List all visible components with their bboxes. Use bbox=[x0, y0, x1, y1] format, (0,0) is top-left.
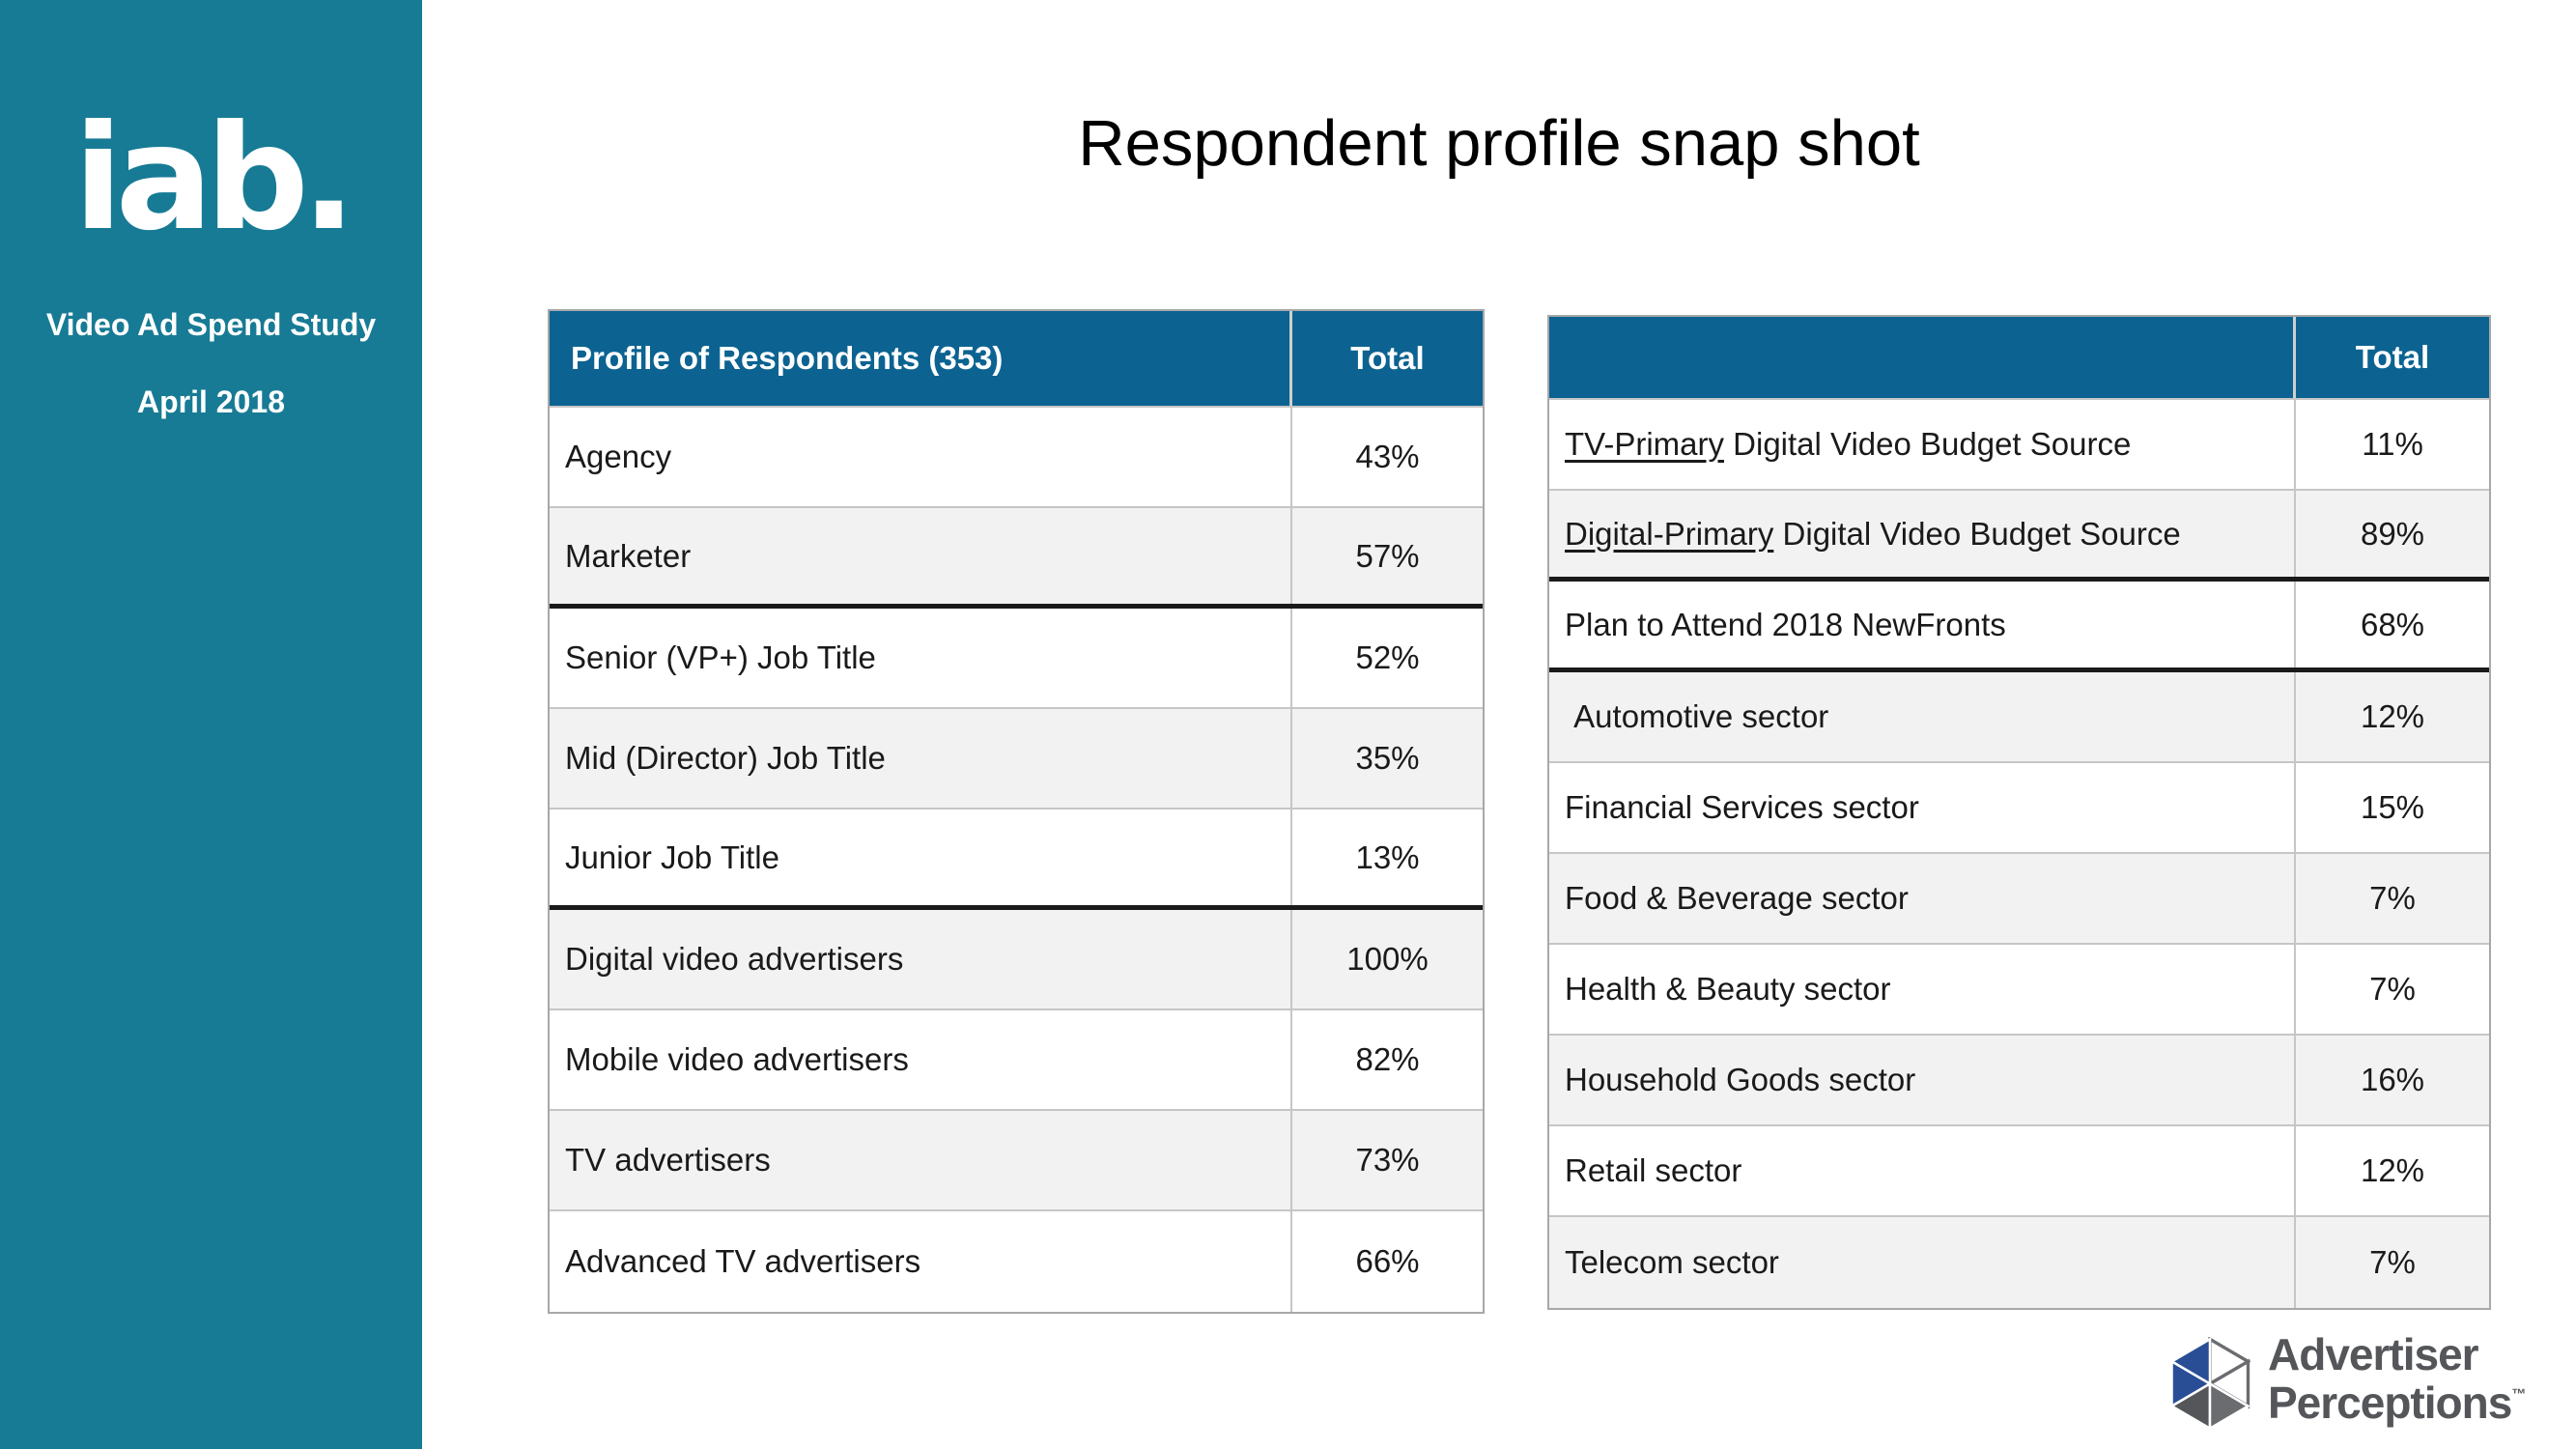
row-value: 73% bbox=[1355, 1142, 1420, 1178]
ap-line1: Advertiser bbox=[2268, 1329, 2479, 1379]
profile-table-header: Profile of Respondents (353) Total bbox=[550, 311, 1483, 408]
table-row: Telecom sector 7% bbox=[1549, 1217, 2489, 1308]
profile-table: Profile of Respondents (353) Total Agenc… bbox=[548, 309, 1485, 1314]
row-value: 7% bbox=[2369, 880, 2416, 916]
table-row: Health & Beauty sector 7% bbox=[1549, 945, 2489, 1036]
segments-header-label bbox=[1549, 317, 2296, 398]
row-value: 12% bbox=[2360, 1152, 2425, 1188]
row-label: Mid (Director) Job Title bbox=[550, 709, 1292, 808]
row-value: 12% bbox=[2360, 698, 2425, 734]
iab-logo: iab. bbox=[73, 95, 356, 263]
row-value: 7% bbox=[2369, 971, 2416, 1007]
advertiser-perceptions-logo: Advertiser Perceptions™ bbox=[2169, 1329, 2527, 1431]
ap-line2-text: Perceptions bbox=[2268, 1378, 2512, 1428]
row-label: Health & Beauty sector bbox=[1549, 945, 2296, 1034]
table-row: Automotive sector 12% bbox=[1549, 672, 2489, 763]
row-label: Senior (VP+) Job Title bbox=[550, 609, 1292, 707]
row-label: Retail sector bbox=[1549, 1126, 2296, 1215]
trademark-symbol: ™ bbox=[2511, 1386, 2527, 1403]
row-value: 13% bbox=[1355, 838, 1420, 875]
row-value: 43% bbox=[1355, 439, 1420, 474]
table-row: Household Goods sector 16% bbox=[1549, 1036, 2489, 1126]
table-row: Mobile video advertisers 82% bbox=[550, 1010, 1483, 1111]
table-row: Digital video advertisers 100% bbox=[550, 910, 1483, 1010]
row-value: 11% bbox=[2362, 426, 2423, 462]
row-label: Agency bbox=[550, 408, 1292, 506]
table-row: Food & Beverage sector 7% bbox=[1549, 854, 2489, 945]
row-value: 57% bbox=[1355, 537, 1420, 574]
table-row: Plan to Attend 2018 NewFronts 68% bbox=[1549, 582, 2489, 672]
row-label: Junior Job Title bbox=[550, 810, 1292, 905]
row-label: Financial Services sector bbox=[1549, 763, 2296, 852]
table-row: TV advertisers 73% bbox=[550, 1111, 1483, 1211]
row-value: 7% bbox=[2369, 1244, 2416, 1280]
segments-table-header: Total bbox=[1549, 317, 2489, 400]
row-value: 82% bbox=[1355, 1041, 1420, 1077]
profile-header-label: Profile of Respondents (353) bbox=[550, 311, 1292, 406]
row-label-rest: Digital Video Budget Source bbox=[1724, 426, 2132, 462]
table-row: Advanced TV advertisers 66% bbox=[550, 1211, 1483, 1312]
advertiser-perceptions-wordmark: Advertiser Perceptions™ bbox=[2268, 1329, 2527, 1431]
row-value: 52% bbox=[1355, 639, 1420, 675]
row-label-underlined: Digital-Primary bbox=[1565, 515, 1774, 552]
study-date: April 2018 bbox=[137, 384, 285, 419]
table-row: Senior (VP+) Job Title 52% bbox=[550, 609, 1483, 709]
segments-table: Total TV-Primary Digital Video Budget So… bbox=[1547, 315, 2491, 1310]
row-value: 89% bbox=[2360, 515, 2425, 552]
row-label: Digital-Primary Digital Video Budget Sou… bbox=[1549, 491, 2296, 577]
row-value: 100% bbox=[1346, 941, 1429, 977]
row-value: 15% bbox=[2360, 789, 2425, 825]
table-row: Agency 43% bbox=[550, 408, 1483, 508]
row-value: 35% bbox=[1355, 740, 1420, 776]
row-label: Food & Beverage sector bbox=[1549, 854, 2296, 943]
study-title: Video Ad Spend Study bbox=[45, 307, 377, 342]
ap-line2: Perceptions™ bbox=[2268, 1375, 2527, 1425]
row-label: TV-Primary Digital Video Budget Source bbox=[1549, 400, 2296, 489]
page-title: Respondent profile snap shot bbox=[1078, 107, 1920, 180]
row-label: TV advertisers bbox=[550, 1111, 1292, 1209]
table-row: Financial Services sector 15% bbox=[1549, 763, 2489, 854]
table-row: TV-Primary Digital Video Budget Source 1… bbox=[1549, 400, 2489, 491]
advertiser-perceptions-hexagon-icon bbox=[2169, 1337, 2250, 1431]
row-label: Advanced TV advertisers bbox=[550, 1211, 1292, 1312]
table-row: Mid (Director) Job Title 35% bbox=[550, 709, 1483, 810]
row-label: Plan to Attend 2018 NewFronts bbox=[1549, 582, 2296, 668]
row-value: 16% bbox=[2360, 1062, 2425, 1097]
row-label: Marketer bbox=[550, 508, 1292, 604]
table-row: Marketer 57% bbox=[550, 508, 1483, 609]
row-value: 66% bbox=[1355, 1243, 1420, 1279]
table-row: Junior Job Title 13% bbox=[550, 810, 1483, 910]
row-label: Telecom sector bbox=[1549, 1217, 2296, 1308]
table-row: Digital-Primary Digital Video Budget Sou… bbox=[1549, 491, 2489, 582]
row-label: Mobile video advertisers bbox=[550, 1010, 1292, 1109]
row-label: Automotive sector bbox=[1549, 672, 2296, 761]
sidebar: iab. Video Ad Spend Study April 2018 bbox=[0, 0, 422, 1449]
table-row: Retail sector 12% bbox=[1549, 1126, 2489, 1217]
row-value: 68% bbox=[2360, 606, 2425, 642]
profile-header-total: Total bbox=[1350, 340, 1425, 376]
row-label-underlined: TV-Primary bbox=[1565, 426, 1724, 462]
row-label-rest: Digital Video Budget Source bbox=[1773, 515, 2181, 552]
row-label: Digital video advertisers bbox=[550, 910, 1292, 1009]
segments-header-total: Total bbox=[2355, 339, 2430, 375]
row-label: Household Goods sector bbox=[1549, 1036, 2296, 1124]
